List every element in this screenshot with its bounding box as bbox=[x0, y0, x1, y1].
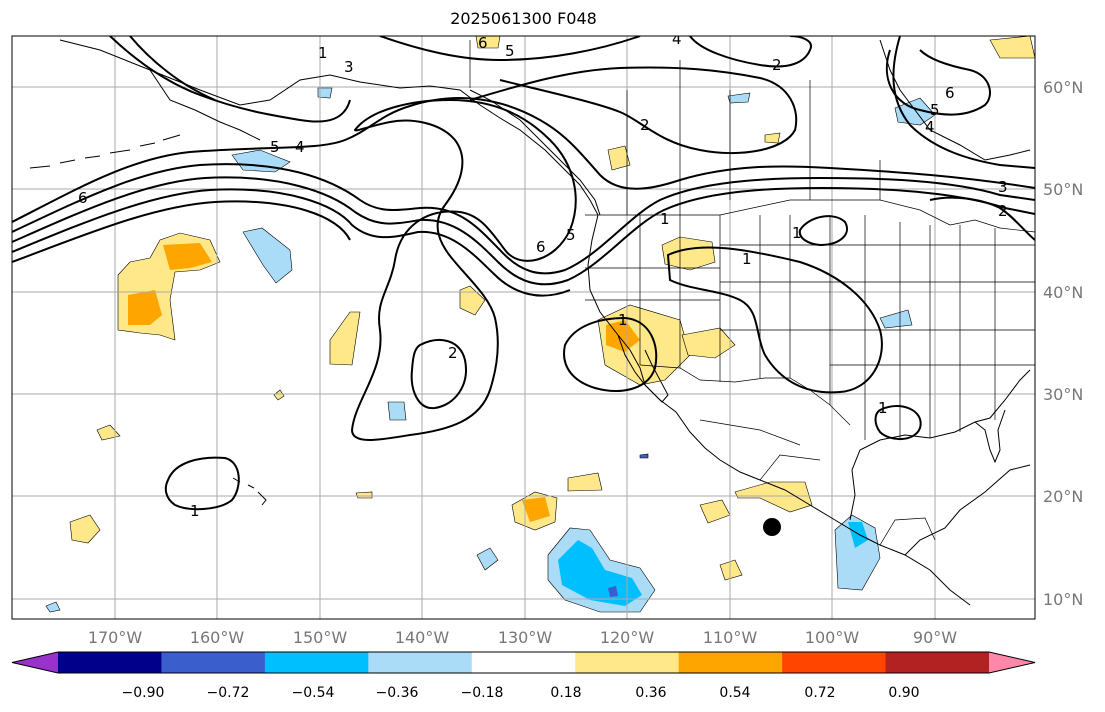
contour-label-2e: 2 bbox=[998, 202, 1008, 220]
lon-label: 170°W bbox=[88, 628, 143, 647]
lon-label: 140°W bbox=[395, 628, 450, 647]
contour-label-1b: 1 bbox=[660, 210, 670, 228]
colorbar-extend-low bbox=[12, 652, 58, 673]
colorbar-tick-label: −0.72 bbox=[207, 685, 250, 701]
contour-label-6d: 6 bbox=[945, 84, 955, 102]
colorbar-segment bbox=[368, 652, 473, 673]
height-contours bbox=[12, 36, 1035, 511]
contour-label-2b: 2 bbox=[772, 56, 782, 74]
contour-label-5: 5 bbox=[270, 138, 280, 156]
political-borders bbox=[469, 40, 1035, 546]
colorbar-segment bbox=[782, 652, 887, 673]
lat-label: 20°N bbox=[1043, 487, 1083, 506]
contour-label-6b: 6 bbox=[478, 34, 488, 52]
anomaly-shading bbox=[45, 36, 1035, 613]
lon-label: 120°W bbox=[600, 628, 655, 647]
colorbar-segment bbox=[161, 652, 266, 673]
colorbar-tick-label: 0.90 bbox=[888, 685, 919, 701]
colorbar-tick-label: 0.72 bbox=[804, 685, 835, 701]
lat-label: 40°N bbox=[1043, 283, 1083, 302]
contour-label-3: 3 bbox=[344, 58, 354, 76]
contour-label-4b: 4 bbox=[672, 30, 682, 48]
colorbar-segment bbox=[678, 652, 783, 673]
contour-label-1e: 1 bbox=[618, 311, 628, 329]
colorbar bbox=[11, 651, 1036, 674]
contour-label-2c: 2 bbox=[640, 116, 650, 134]
contour-label-5c: 5 bbox=[566, 226, 576, 244]
map-frame bbox=[11, 35, 1036, 620]
lon-label: 100°W bbox=[805, 628, 860, 647]
contour-label-4: 4 bbox=[295, 138, 305, 156]
contour-label-1f: 1 bbox=[190, 502, 200, 520]
contour-label-5d: 5 bbox=[930, 101, 940, 119]
latitude-labels: 60°N 50°N 40°N 30°N 20°N 10°N bbox=[1043, 78, 1083, 609]
colorbar-segment bbox=[264, 652, 369, 673]
colorbar-tick-label: −0.54 bbox=[292, 685, 335, 701]
contour-label-1d: 1 bbox=[792, 224, 802, 242]
lat-label: 10°N bbox=[1043, 590, 1083, 609]
map-title: 2025061300 F048 bbox=[450, 9, 597, 28]
contour-label-1: 1 bbox=[318, 44, 328, 62]
lon-label: 130°W bbox=[498, 628, 553, 647]
colorbar-segment bbox=[575, 652, 680, 673]
lon-label: 110°W bbox=[703, 628, 758, 647]
longitude-labels: 170°W 160°W 150°W 140°W 130°W 120°W 110°… bbox=[88, 628, 957, 647]
lon-label: 150°W bbox=[293, 628, 348, 647]
colorbar-tick-label: −0.36 bbox=[376, 685, 419, 701]
colorbar-outline bbox=[11, 651, 1036, 674]
lon-label: 160°W bbox=[190, 628, 245, 647]
colorbar-tick-label: 0.54 bbox=[719, 685, 750, 701]
contour-labels: 1 3 4 5 6 6 5 4 2 2 6 5 1 1 1 1 2 1 1 3 … bbox=[78, 30, 1008, 520]
contour-label-2d: 2 bbox=[448, 344, 458, 362]
lat-label: 30°N bbox=[1043, 385, 1083, 404]
colorbar-ticks: −0.90 −0.72 −0.54 −0.36 −0.18 0.18 0.36 … bbox=[122, 685, 920, 701]
colorbar-segment bbox=[58, 652, 162, 673]
contour-label-4c: 4 bbox=[925, 118, 935, 136]
station-marker bbox=[763, 518, 781, 536]
lat-label: 60°N bbox=[1043, 78, 1083, 97]
colorbar-extend-high bbox=[989, 652, 1035, 673]
lon-label: 90°W bbox=[913, 628, 957, 647]
colorbar-tick-label: −0.18 bbox=[461, 685, 504, 701]
colorbar-segment bbox=[471, 652, 576, 673]
contour-label-6c: 6 bbox=[536, 238, 546, 256]
colorbar-segment bbox=[885, 652, 990, 673]
contour-label-3b: 3 bbox=[998, 178, 1008, 196]
lat-label: 50°N bbox=[1043, 180, 1083, 199]
colorbar-tick-label: −0.90 bbox=[122, 685, 165, 701]
contour-label-5b: 5 bbox=[505, 42, 515, 60]
contour-label-1g: 1 bbox=[878, 399, 888, 417]
contour-label-1c: 1 bbox=[742, 250, 752, 268]
colorbar-tick-label: 0.36 bbox=[635, 685, 666, 701]
colorbar-tick-label: 0.18 bbox=[550, 685, 581, 701]
contour-label-6: 6 bbox=[78, 189, 88, 207]
